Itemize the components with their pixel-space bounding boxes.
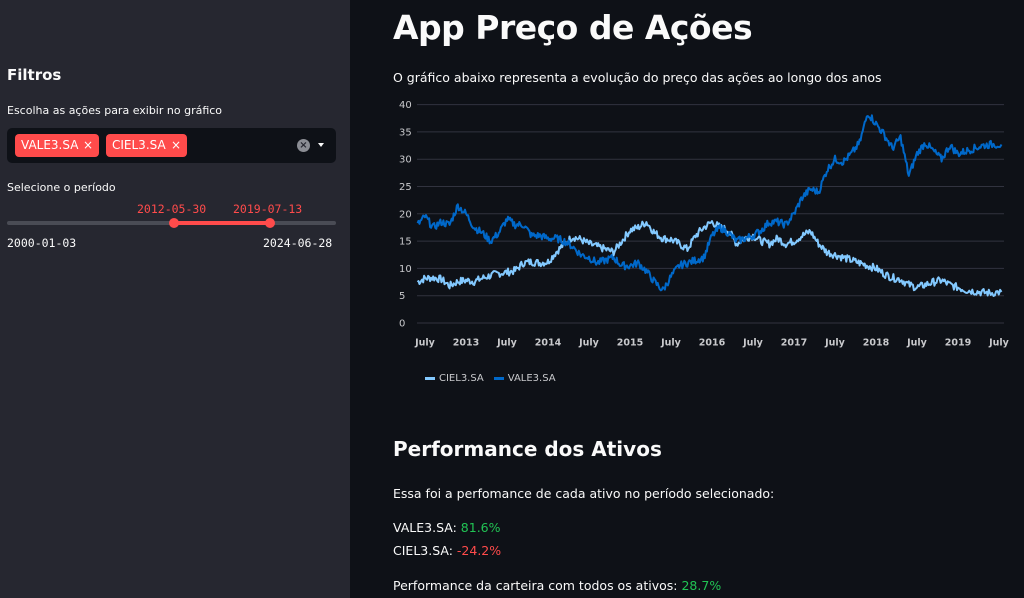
chevron-down-icon[interactable] bbox=[318, 143, 324, 147]
legend-item-vale3[interactable]: VALE3.SA bbox=[493, 373, 556, 384]
y-tick-label: 20 bbox=[399, 209, 412, 220]
y-tick-label: 25 bbox=[399, 182, 412, 193]
tag-ciel3: CIEL3.SA × bbox=[106, 134, 187, 157]
asset-performance-vale3: VALE3.SA: 81.6% bbox=[393, 520, 501, 535]
tag-vale3: VALE3.SA × bbox=[15, 134, 99, 157]
asset-performance-ciel3: CIEL3.SA: -24.2% bbox=[393, 543, 502, 558]
clear-all-icon[interactable]: × bbox=[297, 139, 310, 152]
y-tick-label: 40 bbox=[399, 100, 412, 111]
y-tick-label: 30 bbox=[399, 155, 412, 166]
page-title: App Preço de Ações bbox=[393, 8, 753, 47]
portfolio-value: 28.7% bbox=[681, 578, 722, 593]
x-tick-label: July bbox=[414, 338, 436, 349]
x-tick-label: July bbox=[660, 338, 682, 349]
x-tick-label: 2018 bbox=[863, 338, 890, 349]
x-tick-label: 2017 bbox=[781, 338, 807, 349]
legend-item-ciel3[interactable]: CIEL3.SA bbox=[425, 373, 484, 384]
performance-value: -24.2% bbox=[456, 543, 502, 558]
y-tick-label: 15 bbox=[399, 237, 412, 248]
chart-legend: CIEL3.SA VALE3.SA bbox=[425, 373, 556, 384]
slider-end-thumb[interactable] bbox=[265, 218, 275, 228]
slider-start-thumb[interactable] bbox=[169, 218, 179, 228]
y-tick-label: 5 bbox=[399, 291, 405, 302]
tag-label: CIEL3.SA bbox=[112, 138, 166, 152]
legend-swatch-icon bbox=[493, 376, 504, 380]
y-tick-label: 0 bbox=[399, 319, 405, 330]
stock-multiselect[interactable]: VALE3.SA × CIEL3.SA × × bbox=[7, 128, 336, 163]
portfolio-performance: Performance da carteira com todos os ati… bbox=[393, 578, 722, 593]
x-tick-label: July bbox=[742, 338, 764, 349]
price-line-chart[interactable]: 0 5 10 15 20 25 30 35 40 July 2013 July 2014 July 2015… bbox=[380, 95, 1024, 360]
performance-heading: Performance dos Ativos bbox=[393, 437, 662, 461]
series-line-vale3-sa[interactable] bbox=[416, 114, 1003, 292]
slider-start-value: 2012-05-30 bbox=[137, 202, 207, 216]
x-tick-label: July bbox=[496, 338, 518, 349]
sidebar-title: Filtros bbox=[7, 66, 62, 84]
sidebar: Filtros Escolha as ações para exibir no … bbox=[0, 0, 350, 598]
stock-select-label: Escolha as ações para exibir no gráfico bbox=[7, 104, 223, 117]
period-slider-range bbox=[174, 221, 270, 225]
y-tick-label: 35 bbox=[399, 127, 412, 138]
slider-end-value: 2019-07-13 bbox=[233, 202, 303, 216]
x-tick-label: July bbox=[578, 338, 600, 349]
x-tick-label: July bbox=[824, 338, 846, 349]
remove-tag-icon[interactable]: × bbox=[82, 138, 93, 152]
slider-max-label: 2024-06-28 bbox=[263, 236, 333, 250]
x-tick-label: July bbox=[906, 338, 928, 349]
series-line-ciel3-sa[interactable] bbox=[416, 220, 1003, 297]
page-subtitle: O gráfico abaixo representa a evolução d… bbox=[393, 70, 882, 85]
x-tick-label: 2013 bbox=[453, 338, 479, 349]
legend-swatch-icon bbox=[425, 376, 435, 380]
x-tick-label: 2015 bbox=[617, 338, 643, 349]
x-tick-label: 2014 bbox=[535, 338, 562, 349]
y-tick-label: 10 bbox=[399, 264, 412, 275]
performance-value: 81.6% bbox=[460, 520, 501, 535]
x-tick-label: July bbox=[988, 338, 1010, 349]
slider-min-label: 2000-01-03 bbox=[7, 236, 77, 250]
tag-label: VALE3.SA bbox=[21, 138, 79, 152]
performance-intro: Essa foi a perfomance de cada ativo no p… bbox=[393, 486, 775, 501]
x-tick-label: 2016 bbox=[699, 338, 726, 349]
remove-tag-icon[interactable]: × bbox=[170, 138, 181, 152]
period-slider-label: Selecione o período bbox=[7, 181, 116, 194]
x-tick-label: 2019 bbox=[945, 338, 971, 349]
